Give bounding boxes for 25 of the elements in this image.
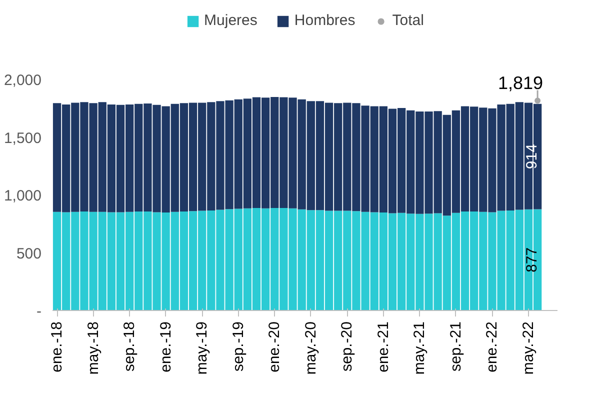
y-tick-label: 2,000: [4, 72, 42, 90]
x-tick-label: may.-20: [302, 321, 320, 375]
x-tick-label: sep.-18: [121, 321, 138, 372]
legend-label: Total: [392, 12, 424, 29]
x-tick-label: ene.-21: [374, 322, 392, 372]
x-tick-label: ene.-19: [157, 322, 174, 372]
x-tick-label: sep.-20: [338, 321, 356, 372]
x-tick-label: sep.-21: [447, 321, 464, 372]
x-tick-label: sep.-19: [230, 321, 247, 372]
y-tick-label: 500: [16, 245, 42, 262]
x-tick-label: may.-19: [194, 321, 211, 375]
x-tick-label: ene.-22: [484, 322, 501, 372]
y-tick-label: -: [36, 303, 42, 320]
y-tick-label: 1,000: [4, 188, 42, 205]
data-label: 914: [524, 144, 541, 170]
y-tick-label: 1,500: [4, 130, 42, 147]
x-tick-label: may.-18: [84, 321, 102, 375]
legend-label: Mujeres: [204, 12, 258, 29]
data-label: 1,819: [498, 73, 543, 94]
x-tick-label: ene.-20: [266, 322, 284, 372]
x-tick-label: may.-22: [520, 321, 537, 375]
data-label: 877: [524, 247, 541, 272]
legend-label: Hombres: [294, 12, 356, 29]
x-tick-label: may.-21: [411, 321, 428, 375]
x-tick-label: ene.-18: [48, 322, 66, 372]
